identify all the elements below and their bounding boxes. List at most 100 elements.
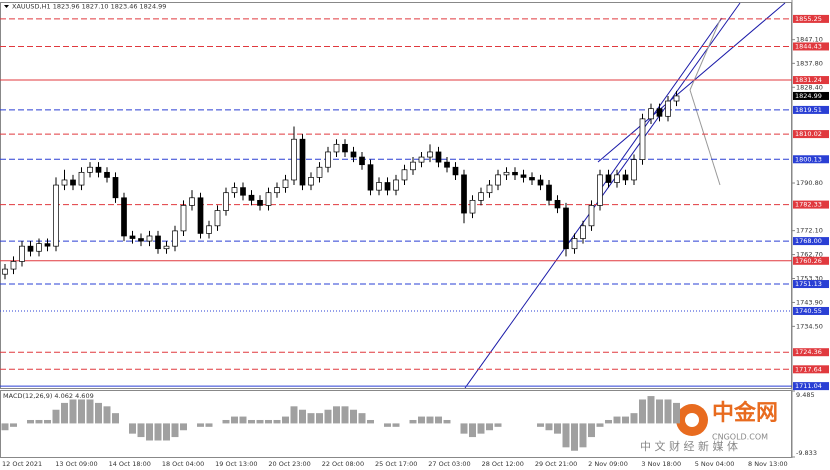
candle-body bbox=[19, 245, 25, 262]
candle-body bbox=[10, 261, 17, 270]
candle-body bbox=[138, 238, 144, 242]
macd-bar bbox=[443, 419, 451, 424]
candle-body bbox=[554, 199, 561, 209]
macd-bar bbox=[477, 423, 485, 434]
candle-body bbox=[231, 187, 238, 194]
candle-body bbox=[478, 192, 484, 201]
macd-bar bbox=[61, 402, 68, 424]
level-label-bg bbox=[793, 365, 829, 374]
candle-body bbox=[452, 166, 459, 176]
macd-bar bbox=[27, 419, 34, 424]
candle-body bbox=[444, 161, 450, 168]
level-label-bg bbox=[793, 382, 829, 391]
level-label: 1810.02 bbox=[795, 130, 822, 138]
candle-body bbox=[78, 171, 85, 186]
x-tick-label: 29 Oct 21:00 bbox=[535, 460, 577, 468]
y-tick-label: 1790.80 bbox=[796, 179, 823, 187]
level-label-bg bbox=[793, 237, 829, 246]
candle-body bbox=[597, 174, 603, 206]
x-tick-label: 13 Oct 09:00 bbox=[55, 460, 97, 468]
candle-body bbox=[180, 205, 187, 232]
candle-body bbox=[367, 164, 374, 191]
macd-bar bbox=[316, 413, 323, 424]
watermark: 中金网 CNGOLD.COM 中 文 财 经 新 媒 体 bbox=[640, 400, 778, 453]
candle-body bbox=[95, 166, 102, 173]
level-label: 1711.04 bbox=[795, 382, 822, 390]
candle-body bbox=[282, 179, 289, 188]
candle-body bbox=[469, 199, 476, 214]
candle-body bbox=[44, 243, 51, 247]
macd-bar bbox=[239, 416, 247, 424]
candle-body bbox=[614, 174, 620, 183]
macd-bar bbox=[384, 423, 391, 427]
candle-body bbox=[87, 166, 93, 173]
candle-body bbox=[503, 171, 510, 176]
macd-bar bbox=[44, 419, 51, 424]
candle-body bbox=[129, 235, 136, 239]
candle-body bbox=[384, 182, 391, 191]
macd-bar bbox=[137, 423, 145, 438]
candle-body bbox=[427, 151, 433, 158]
y-tick-label: 1743.90 bbox=[796, 298, 823, 306]
macd-bar bbox=[579, 423, 587, 448]
candle-body bbox=[36, 243, 42, 252]
level-label: 1724.36 bbox=[795, 348, 822, 356]
candle-body bbox=[359, 156, 365, 166]
candle-body bbox=[376, 182, 382, 191]
candle-body bbox=[410, 161, 416, 171]
macd-bar bbox=[333, 406, 340, 424]
candle-body bbox=[265, 192, 272, 206]
macd-bar bbox=[605, 419, 612, 424]
candle-body bbox=[206, 225, 212, 234]
level-label: 1740.55 bbox=[795, 307, 822, 315]
candle-body bbox=[605, 174, 612, 183]
macd-bar bbox=[324, 409, 332, 424]
macd-bar bbox=[205, 423, 213, 427]
macd-bar bbox=[273, 419, 281, 424]
x-tick-label: 20 Oct 23:00 bbox=[268, 460, 310, 468]
candle-body bbox=[146, 235, 153, 242]
candle-body bbox=[342, 143, 348, 153]
candle-body bbox=[512, 171, 518, 176]
macd-bar bbox=[562, 423, 570, 448]
candle-body bbox=[197, 197, 204, 234]
candle-body bbox=[189, 197, 195, 206]
y-tick-label: 1762.70 bbox=[796, 251, 823, 259]
watermark-site: CNGOLD.COM bbox=[712, 433, 768, 442]
level-label: 1717.64 bbox=[795, 365, 822, 373]
candle-body bbox=[563, 207, 569, 250]
candle-body bbox=[622, 174, 629, 181]
macd-bar bbox=[69, 399, 77, 424]
macd-bar bbox=[613, 416, 621, 424]
candle-body bbox=[61, 179, 68, 186]
macd-bar bbox=[52, 409, 60, 424]
candle-body bbox=[240, 187, 246, 196]
macd-bar bbox=[673, 402, 680, 424]
macd-bar bbox=[418, 416, 425, 424]
candle-body bbox=[274, 187, 280, 194]
macd-bar bbox=[231, 416, 238, 424]
macd-bar bbox=[392, 423, 400, 427]
candle-body bbox=[656, 108, 663, 117]
level-label: 1844.43 bbox=[795, 42, 822, 50]
x-tick-label: 8 Nov 13:00 bbox=[748, 460, 788, 468]
candle-body bbox=[257, 199, 263, 206]
candle-body bbox=[495, 174, 501, 186]
candle-body bbox=[299, 138, 306, 186]
candle-body bbox=[665, 100, 671, 117]
y-tick-label: 1837.80 bbox=[796, 59, 823, 67]
candle-body bbox=[393, 179, 399, 191]
macd-bar bbox=[656, 399, 663, 424]
x-tick-label: 19 Oct 13:00 bbox=[215, 460, 257, 468]
watermark-slogan: 中 文 财 经 新 媒 体 bbox=[640, 439, 738, 453]
y-tick-label: 1772.10 bbox=[796, 227, 823, 235]
macd-bar bbox=[86, 399, 94, 424]
candle-body bbox=[520, 174, 527, 178]
macd-bar bbox=[112, 413, 119, 424]
macd-bar bbox=[35, 419, 43, 424]
x-tick-label: 27 Oct 03:00 bbox=[428, 460, 470, 468]
level-label-bg bbox=[793, 42, 829, 51]
macd-bar bbox=[367, 419, 374, 424]
candle-body bbox=[2, 268, 8, 275]
